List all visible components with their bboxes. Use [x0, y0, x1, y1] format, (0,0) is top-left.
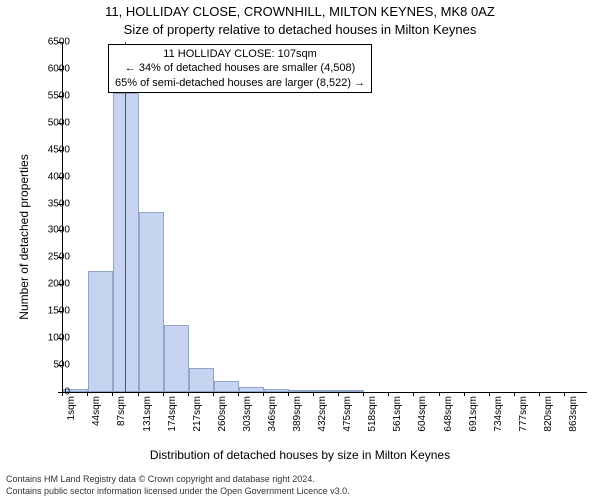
y-tick-mark	[58, 230, 62, 231]
x-tick-mark	[413, 392, 414, 396]
x-tick-label: 303sqm	[242, 396, 253, 436]
x-tick-label: 475sqm	[342, 396, 353, 436]
histogram-bar	[289, 390, 314, 392]
y-tick-mark	[58, 150, 62, 151]
y-tick-label: 1500	[36, 306, 70, 317]
footer-line-1: Contains HM Land Registry data © Crown c…	[6, 474, 315, 484]
x-tick-label: 389sqm	[292, 396, 303, 436]
x-tick-label: 346sqm	[267, 396, 278, 436]
y-tick-mark	[58, 338, 62, 339]
property-marker-line	[125, 42, 126, 392]
y-tick-mark	[58, 365, 62, 366]
histogram-bar	[214, 381, 239, 392]
y-tick-mark	[58, 204, 62, 205]
x-tick-mark	[62, 392, 63, 396]
y-tick-label: 6500	[36, 37, 70, 48]
y-tick-mark	[58, 123, 62, 124]
x-tick-label: 87sqm	[116, 396, 127, 436]
histogram-bar	[189, 368, 214, 392]
y-tick-mark	[58, 96, 62, 97]
x-tick-mark	[313, 392, 314, 396]
x-tick-mark	[514, 392, 515, 396]
annotation-line-1: 11 HOLLIDAY CLOSE: 107sqm	[115, 47, 365, 61]
chart-title-main: 11, HOLLIDAY CLOSE, CROWNHILL, MILTON KE…	[0, 4, 600, 19]
x-tick-mark	[338, 392, 339, 396]
x-tick-label: 174sqm	[167, 396, 178, 436]
x-tick-mark	[439, 392, 440, 396]
x-tick-label: 432sqm	[317, 396, 328, 436]
y-tick-label: 2500	[36, 252, 70, 263]
y-tick-label: 5000	[36, 117, 70, 128]
x-tick-label: 561sqm	[392, 396, 403, 436]
histogram-bar	[88, 271, 113, 392]
x-tick-mark	[213, 392, 214, 396]
x-tick-label: 863sqm	[568, 396, 579, 436]
y-tick-label: 6000	[36, 63, 70, 74]
y-tick-label: 2000	[36, 279, 70, 290]
y-tick-label: 3000	[36, 225, 70, 236]
x-tick-mark	[163, 392, 164, 396]
x-tick-mark	[87, 392, 88, 396]
y-tick-label: 0	[36, 387, 70, 398]
y-tick-mark	[58, 257, 62, 258]
y-tick-mark	[58, 69, 62, 70]
x-tick-label: 217sqm	[192, 396, 203, 436]
chart-container: 11, HOLLIDAY CLOSE, CROWNHILL, MILTON KE…	[0, 0, 600, 500]
annotation-line-2: ← 34% of detached houses are smaller (4,…	[115, 61, 365, 75]
y-tick-mark	[58, 42, 62, 43]
chart-title-sub: Size of property relative to detached ho…	[0, 22, 600, 37]
annotation-line-3: 65% of semi-detached houses are larger (…	[115, 76, 365, 90]
y-tick-mark	[58, 284, 62, 285]
footer-line-2: Contains public sector information licen…	[6, 486, 350, 496]
x-tick-label: 734sqm	[493, 396, 504, 436]
histogram-bar	[164, 325, 189, 392]
y-tick-label: 500	[36, 360, 70, 371]
y-tick-label: 5500	[36, 90, 70, 101]
y-tick-label: 4000	[36, 171, 70, 182]
y-tick-label: 4500	[36, 144, 70, 155]
y-tick-mark	[58, 311, 62, 312]
x-tick-label: 777sqm	[518, 396, 529, 436]
histogram-bar	[139, 212, 164, 392]
plot-area	[62, 42, 587, 393]
histogram-bar	[264, 389, 289, 392]
histogram-bar	[339, 390, 364, 392]
x-tick-label: 648sqm	[443, 396, 454, 436]
y-tick-label: 3500	[36, 198, 70, 209]
x-tick-label: 604sqm	[417, 396, 428, 436]
x-tick-label: 691sqm	[468, 396, 479, 436]
x-tick-label: 131sqm	[142, 396, 153, 436]
x-tick-mark	[112, 392, 113, 396]
histogram-bar	[314, 390, 339, 392]
x-tick-mark	[388, 392, 389, 396]
x-tick-mark	[263, 392, 264, 396]
x-tick-mark	[363, 392, 364, 396]
y-axis-label: Number of detached properties	[17, 137, 31, 337]
x-tick-label: 518sqm	[367, 396, 378, 436]
histogram-bar	[113, 93, 139, 392]
x-tick-mark	[288, 392, 289, 396]
y-tick-label: 1000	[36, 333, 70, 344]
x-tick-mark	[564, 392, 565, 396]
y-tick-mark	[58, 177, 62, 178]
x-tick-label: 260sqm	[217, 396, 228, 436]
x-tick-mark	[489, 392, 490, 396]
x-tick-mark	[238, 392, 239, 396]
x-tick-mark	[464, 392, 465, 396]
x-tick-mark	[188, 392, 189, 396]
histogram-bar	[239, 387, 264, 392]
x-tick-mark	[539, 392, 540, 396]
x-tick-label: 820sqm	[543, 396, 554, 436]
x-axis-label: Distribution of detached houses by size …	[0, 448, 600, 462]
x-tick-mark	[138, 392, 139, 396]
annotation-box: 11 HOLLIDAY CLOSE: 107sqm ← 34% of detac…	[108, 44, 372, 93]
x-tick-label: 44sqm	[91, 396, 102, 436]
x-tick-label: 1sqm	[66, 396, 77, 436]
